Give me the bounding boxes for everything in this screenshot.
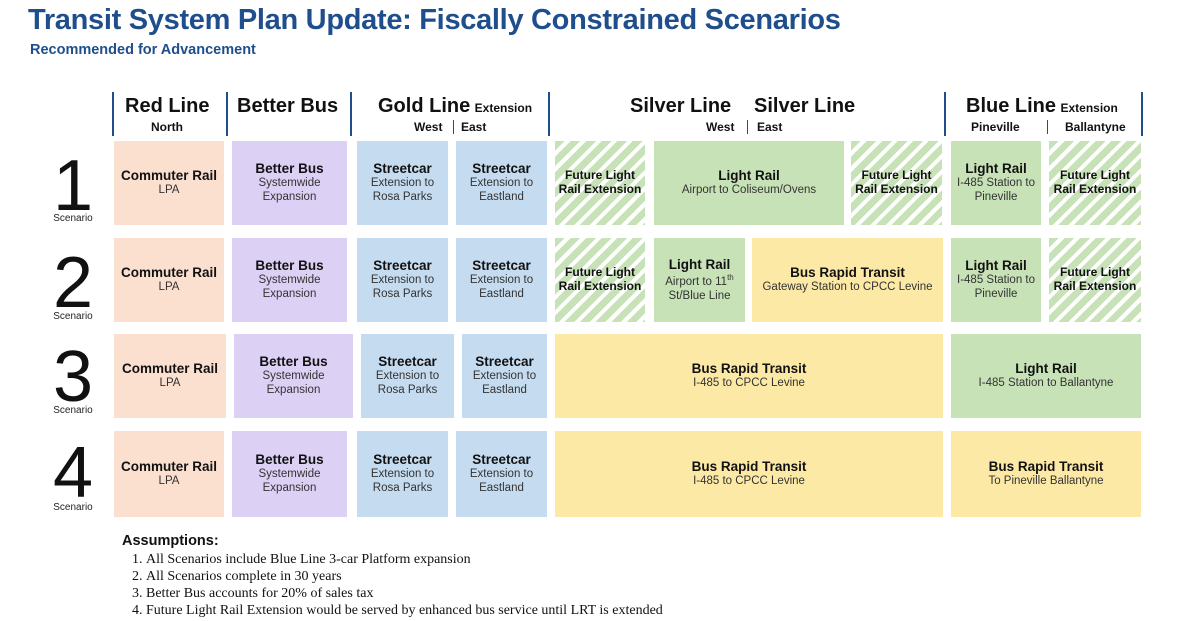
header-silver-line-west: Silver Line bbox=[630, 95, 732, 117]
scenario-label: Scenario bbox=[53, 213, 93, 224]
header-blue-line: Blue Line Extension bbox=[966, 95, 1118, 117]
header-silver-line-east: Silver Line bbox=[754, 95, 856, 117]
scenario-label: Scenario bbox=[53, 405, 93, 416]
scenario-label: Scenario bbox=[53, 311, 93, 322]
header-divider bbox=[112, 92, 114, 136]
scenario-label: Scenario bbox=[53, 502, 93, 513]
header-silver-west-sub: West bbox=[706, 120, 735, 134]
cell-better-bus: Better Bus Systemwide Expansion bbox=[232, 238, 347, 322]
assumption-item: Better Bus accounts for 20% of sales tax bbox=[146, 585, 663, 602]
header-divider bbox=[944, 92, 946, 136]
assumptions-heading: Assumptions: bbox=[122, 533, 219, 549]
cell-future-light-rail: Future Light Rail Extension bbox=[555, 238, 645, 322]
cell-future-light-rail: Future Light Rail Extension bbox=[1049, 141, 1141, 225]
cell-streetcar-east: Streetcar Extension to Eastland bbox=[462, 334, 547, 418]
assumption-item: Future Light Rail Extension would be ser… bbox=[146, 602, 663, 619]
cell-bus-rapid-transit: Bus Rapid Transit To Pineville Ballantyne bbox=[951, 431, 1141, 517]
cell-streetcar-east: Streetcar Extension to Eastland bbox=[456, 141, 547, 225]
page-title: Transit System Plan Update: Fiscally Con… bbox=[28, 4, 841, 36]
cell-bus-rapid-transit: Bus Rapid Transit I-485 to CPCC Levine bbox=[555, 334, 943, 418]
header-divider bbox=[350, 92, 352, 136]
header-divider bbox=[548, 92, 550, 136]
assumptions: Assumptions: All Scenarios include Blue … bbox=[122, 533, 663, 619]
header-silver-east-sub: East bbox=[757, 120, 783, 134]
cell-better-bus: Better Bus Systemwide Expansion bbox=[232, 141, 347, 225]
header-divider bbox=[1141, 92, 1143, 136]
header-gold-east: East bbox=[461, 120, 487, 134]
header-red-line-sub: North bbox=[151, 120, 183, 134]
scenario-number: 1 bbox=[52, 146, 94, 226]
header-gold-west: West bbox=[414, 120, 443, 134]
cell-bus-rapid-transit: Bus Rapid Transit I-485 to CPCC Levine bbox=[555, 431, 943, 517]
cell-future-light-rail: Future Light Rail Extension bbox=[1049, 238, 1141, 322]
cell-future-light-rail: Future Light Rail Extension bbox=[851, 141, 942, 225]
cell-streetcar-west: Streetcar Extension to Rosa Parks bbox=[357, 141, 448, 225]
cell-light-rail: Light Rail Airport to Coliseum/Ovens bbox=[654, 141, 844, 225]
cell-future-light-rail: Future Light Rail Extension bbox=[555, 141, 645, 225]
page-subtitle: Recommended for Advancement bbox=[30, 42, 256, 58]
cell-light-rail: Light Rail I-485 Station to Pineville bbox=[951, 141, 1041, 225]
cell-streetcar-east: Streetcar Extension to Eastland bbox=[456, 238, 547, 322]
scenario-number: 2 bbox=[52, 243, 94, 323]
cell-better-bus: Better Bus Systemwide Expansion bbox=[234, 334, 353, 418]
assumption-item: All Scenarios complete in 30 years bbox=[146, 568, 663, 585]
cell-light-rail: Light Rail I-485 Station to Pineville bbox=[951, 238, 1041, 322]
cell-bus-rapid-transit: Bus Rapid Transit Gateway Station to CPCC… bbox=[752, 238, 943, 322]
assumption-item: All Scenarios include Blue Line 3-car Pl… bbox=[146, 551, 663, 568]
cell-light-rail: Light Rail Airport to 11th St/Blue Line bbox=[654, 238, 745, 322]
header-blue-pineville: Pineville bbox=[971, 120, 1020, 134]
scenario-number: 4 bbox=[52, 433, 94, 513]
silver-subheader-divider bbox=[747, 120, 748, 134]
cell-commuter-rail: Commuter Rail LPA bbox=[114, 431, 224, 517]
scenario-number: 3 bbox=[52, 337, 94, 417]
header-blue-ballantyne: Ballantyne bbox=[1065, 120, 1126, 134]
cell-commuter-rail: Commuter Rail LPA bbox=[114, 238, 224, 322]
header-better-bus: Better Bus bbox=[237, 95, 339, 117]
blue-subheader-divider bbox=[1047, 120, 1048, 134]
cell-streetcar-west: Streetcar Extension to Rosa Parks bbox=[357, 431, 448, 517]
gold-subheader-divider bbox=[453, 120, 454, 134]
cell-streetcar-west: Streetcar Extension to Rosa Parks bbox=[361, 334, 454, 418]
cell-streetcar-west: Streetcar Extension to Rosa Parks bbox=[357, 238, 448, 322]
assumptions-list: All Scenarios include Blue Line 3-car Pl… bbox=[122, 551, 663, 619]
cell-streetcar-east: Streetcar Extension to Eastland bbox=[456, 431, 547, 517]
cell-better-bus: Better Bus Systemwide Expansion bbox=[232, 431, 347, 517]
header-gold-line: Gold Line Extension bbox=[378, 95, 533, 117]
cell-commuter-rail: Commuter Rail LPA bbox=[114, 141, 224, 225]
cell-commuter-rail: Commuter Rail LPA bbox=[114, 334, 226, 418]
header-divider bbox=[226, 92, 228, 136]
cell-light-rail: Light Rail I-485 Station to Ballantyne bbox=[951, 334, 1141, 418]
header-red-line: Red Line bbox=[125, 95, 210, 117]
